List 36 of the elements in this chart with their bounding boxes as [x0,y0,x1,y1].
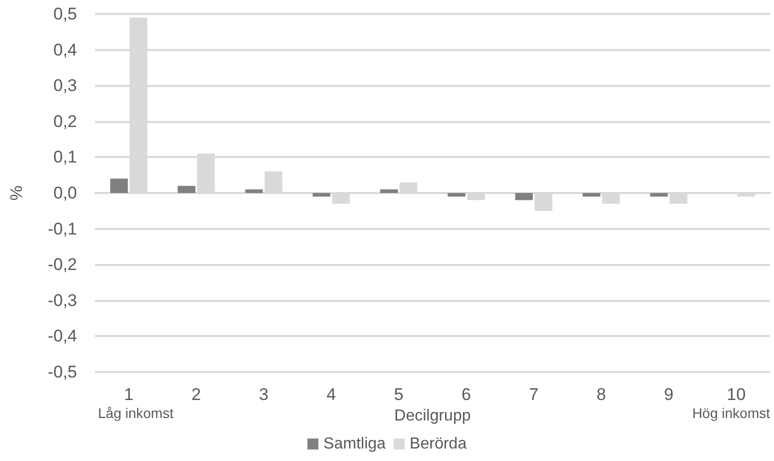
legend-label: Samtliga [323,436,386,452]
y-tick-label: -0,3 [48,290,77,310]
y-tick-label: 0,0 [53,184,77,202]
bar [448,193,466,197]
y-axis-title: % [7,185,26,201]
x-tick-label: 8 [596,385,606,404]
x-tick-label: 2 [192,385,201,404]
x-tick-label: 9 [664,385,674,404]
x-tick-label: 10 [726,385,746,404]
y-tick-label: 0,4 [53,40,77,60]
x-tick-label: 3 [259,385,268,404]
bar [110,178,128,193]
bar [582,193,600,197]
y-tick-label: -0,1 [48,219,77,238]
y-tick-label: 0,5 [53,4,77,24]
bar [650,193,668,197]
x-tick-label: 5 [394,385,404,404]
x-tick-label: 4 [326,385,336,404]
y-tick-label: -0,2 [48,255,77,274]
y-tick-label: 0,2 [53,112,77,131]
legend-label: Berörda [410,436,467,452]
bar [515,193,533,200]
y-tick-label: -0,4 [48,326,77,346]
y-tick-label: 0,1 [53,148,77,167]
x-axis-title: Decilgrupp [394,407,471,424]
bar [178,186,196,193]
x-tick-label: 1 [124,385,134,404]
bar [245,189,263,193]
text: Låg inkomst [98,405,174,421]
bar [312,193,330,197]
x-tick-label: 6 [462,385,471,404]
text: Hög inkomst [692,405,770,421]
y-tick-label: 0,3 [53,76,77,96]
bar [380,189,398,193]
x-tick-label: 7 [529,385,538,404]
y-tick-label: -0,5 [48,362,77,382]
